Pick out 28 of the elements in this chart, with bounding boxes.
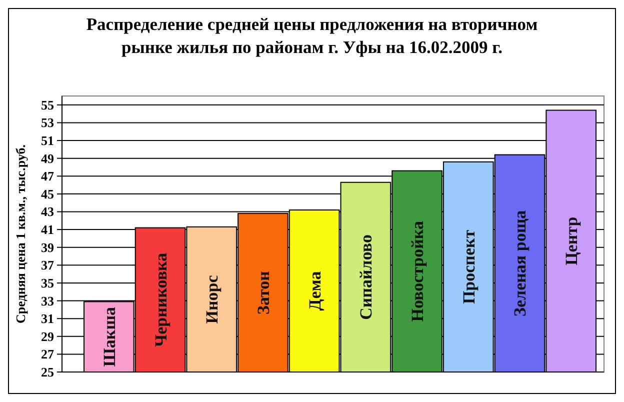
y-tick-label: 25 [41,364,54,380]
x-tick-label: Новостройка [408,220,427,322]
y-tick-label: 51 [41,133,54,148]
y-tick-label: 43 [41,204,54,220]
x-tick-label: Черниковка [150,252,170,347]
y-tick-label: 41 [41,222,54,238]
y-tick-label: 29 [41,328,54,344]
y-tick-label: 47 [41,168,54,184]
y-tick-label: 53 [41,115,54,130]
y-tick-label: 49 [41,150,54,166]
x-tick-label: Шакша [99,306,118,367]
x-tick-label: Дема [304,270,324,311]
x-tick-label: Сипайлово [356,234,376,320]
y-axis-title: Средняя цена 1 кв.м., тыс.руб. [12,144,28,324]
x-tick-label: Зеленая роща [510,210,530,316]
y-tick-label: 37 [41,258,54,273]
x-tick-label: Инорс [202,274,222,324]
y-tick-label: 45 [41,186,54,202]
x-tick-label: Затон [253,270,272,314]
x-tick-label: Центр [562,216,581,266]
y-tick-label: 35 [41,275,54,290]
y-tick-label: 31 [41,311,54,326]
y-tick-label: 55 [41,97,54,112]
y-tick-label: 33 [41,293,54,308]
y-tick-label: 39 [41,240,54,255]
chart-title: Распределение средней цены предложения на вторичном рынке жилья по районам г. Уфы на 16.02.2009 г. [86,14,538,57]
y-tick-label: 27 [41,346,54,362]
x-tick-label: Проспект [458,229,478,304]
